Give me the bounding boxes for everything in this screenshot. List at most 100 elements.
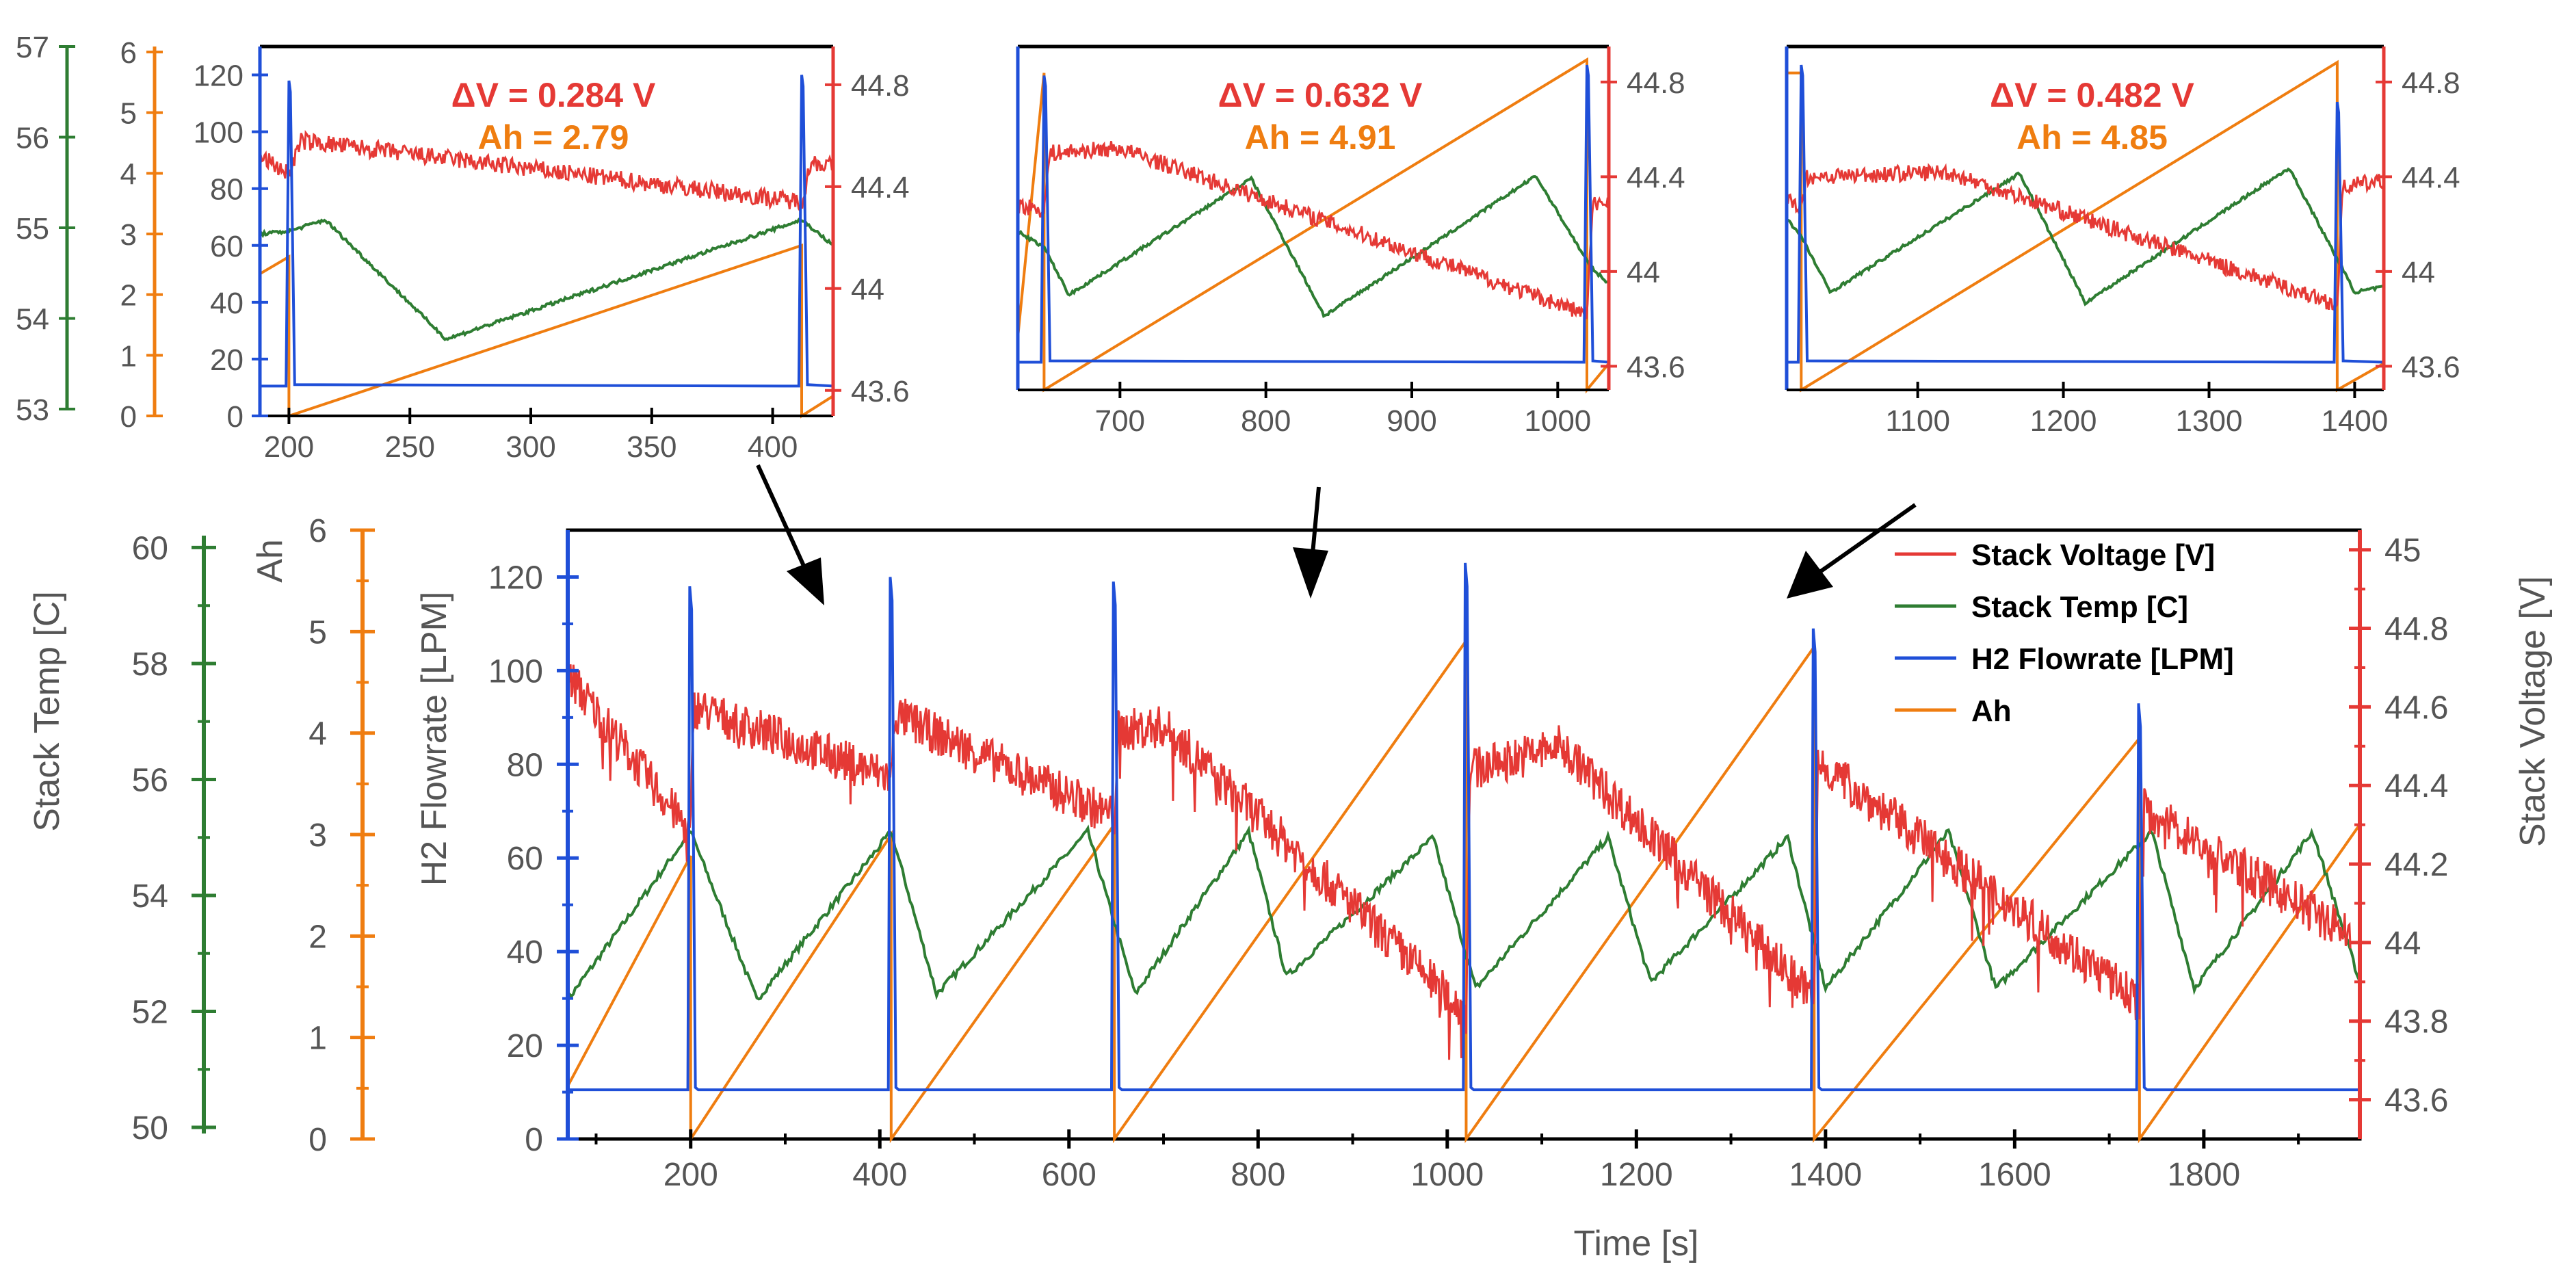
inset-flow-tick-label: 20 (210, 343, 244, 377)
ah-tick-label: 1 (308, 1021, 327, 1057)
inset-ah-label: Ah = 4.91 (1245, 118, 1396, 157)
inset-flow-tick-label: 40 (210, 287, 244, 320)
inset-flow-tick-label: 100 (194, 116, 244, 150)
inset-voltage-tick-label: 44 (2402, 256, 2435, 289)
ah-tick-label: 3 (308, 817, 327, 854)
inset-x-tick-label: 1400 (2321, 404, 2388, 438)
inset-x-tick-label: 200 (264, 430, 314, 464)
inset-charts: 0 20 40 60 80 100 120 43.6 44 44.4 44.8 200 250 300 35… (194, 44, 2460, 464)
inset-x-tick-label: 350 (627, 430, 676, 464)
inset-flow-tick-label: 60 (210, 230, 244, 263)
inset-voltage-tick-label: 43.6 (851, 375, 910, 408)
temp-axis-label: Stack Temp [C] (27, 591, 67, 832)
inset-x-tick-label: 250 (385, 430, 435, 464)
inset-2: 43.6 44 44.4 44.8 700 800 900 1000 ΔV = 0.632 V A… (1016, 44, 1685, 438)
main-axes-group: 200 400 600 800 1000 1200 1400 1600 180002040608… (132, 513, 2449, 1193)
ah-tick-label: 5 (308, 614, 327, 651)
inset-voltage-tick-label: 44 (851, 273, 884, 306)
flow-tick-label: 80 (507, 747, 543, 783)
voltage-series-line (567, 664, 2352, 1060)
x-tick-label: 400 (852, 1157, 907, 1193)
inset-flow-tick-label: 80 (210, 173, 244, 207)
flow-tick-label: 100 (488, 653, 543, 690)
inset-flow-line (260, 75, 834, 388)
inset-flow-line (1787, 64, 2384, 364)
inset-voltage-tick-label: 43.6 (2402, 350, 2460, 384)
inset-flow-tick-label: 0 (227, 400, 244, 434)
x-tick-label: 1600 (1978, 1157, 2051, 1193)
inset-temp-line (259, 218, 834, 341)
main-series-group (566, 562, 2361, 1144)
flow-series-line (568, 562, 2360, 1092)
inset-flow-line (1018, 64, 1609, 364)
temp-tick-label: 58 (132, 646, 168, 683)
legend-label: Stack Temp [C] (1971, 590, 2188, 624)
inset-1: 0 20 40 60 80 100 120 43.6 44 44.4 44.8 200 250 300 35… (194, 44, 910, 464)
x-tick-label: 600 (1042, 1157, 1096, 1193)
inset-flow-tick-label: 120 (194, 60, 244, 93)
ah-series-line (566, 636, 2361, 1144)
arrow-2-head (1293, 547, 1328, 599)
legend-label: Ah (1971, 694, 2012, 728)
main-chart: 200 400 600 800 1000 1200 1400 1600 180002040608… (27, 513, 2553, 1263)
ah-axis-label: Ah (250, 539, 290, 583)
inset-voltage-tick-label: 44.8 (851, 69, 910, 103)
inset-voltage-tick-label: 44 (1627, 256, 1660, 289)
voltage-tick-label: 43.6 (2384, 1083, 2448, 1119)
inset-temp-tick-label: 57 (16, 31, 49, 64)
inset-x-tick-label: 1100 (1885, 404, 1950, 438)
inset-ah-tick-label: 3 (120, 218, 137, 252)
arrow-2 (1310, 486, 1321, 562)
inset-x-tick-label: 700 (1095, 404, 1145, 438)
ah-tick-label: 6 (308, 513, 327, 549)
voltage-tick-label: 44.6 (2384, 690, 2448, 726)
temp-tick-label: 52 (132, 995, 168, 1031)
inset-x-tick-label: 1300 (2176, 404, 2243, 438)
inset-delta-v-label: ΔV = 0.632 V (1218, 76, 1423, 114)
inset-ah-tick-label: 1 (120, 339, 137, 373)
x-tick-label: 1400 (1789, 1157, 1862, 1193)
temp-tick-label: 60 (132, 530, 168, 566)
x-tick-label: 800 (1231, 1157, 1285, 1193)
inset-x-tick-label: 800 (1241, 404, 1291, 438)
inset-voltage-line (1785, 163, 2385, 311)
inset-ah-tick-label: 6 (120, 36, 137, 70)
flow-tick-label: 0 (525, 1122, 543, 1158)
inset-x-tick-label: 900 (1386, 404, 1436, 438)
inset-voltage-tick-label: 44.8 (2402, 66, 2460, 100)
voltage-tick-label: 44.2 (2384, 847, 2448, 883)
inset-temp-tick-label: 56 (16, 122, 49, 155)
inset-voltage-tick-label: 44.8 (1627, 66, 1685, 100)
inset-ah-tick-label: 0 (120, 400, 137, 434)
inset-temp-tick-label: 54 (16, 303, 49, 337)
inset-temp-line (1016, 174, 1607, 319)
x-tick-label: 1200 (1600, 1157, 1673, 1193)
inset-voltage-tick-label: 44.4 (2402, 161, 2460, 194)
inset-delta-v-label: ΔV = 0.482 V (1990, 76, 2194, 114)
x-tick-label: 1000 (1410, 1157, 1484, 1193)
voltage-tick-label: 45 (2384, 533, 2421, 569)
inset-temp-tick-label: 53 (16, 393, 49, 427)
voltage-tick-label: 44.8 (2384, 612, 2448, 648)
inset-ah-label: Ah = 2.79 (478, 118, 629, 157)
callout-arrows (756, 464, 1917, 605)
inset-temp-tick-label: 55 (16, 212, 49, 246)
legend-label: H2 Flowrate [LPM] (1971, 642, 2234, 676)
inset-ah-line (1787, 60, 2384, 393)
inset-voltage-line (1016, 141, 1610, 319)
voltage-tick-label: 43.8 (2384, 1004, 2448, 1040)
inset-3: 43.6 44 44.4 44.8 1100 1200 1300 1400 ΔV = 0.482… (1785, 44, 2460, 438)
flow-tick-label: 20 (507, 1028, 543, 1064)
legend: Stack Voltage [V] Stack Temp [C] H2 Flowra… (1895, 538, 2234, 728)
ah-tick-label: 0 (308, 1122, 327, 1158)
arrow-1-head (787, 558, 824, 605)
flow-axis-label: H2 Flowrate [LPM] (415, 592, 454, 887)
x-tick-label: 200 (663, 1157, 718, 1193)
inset-x-tick-label: 300 (505, 430, 555, 464)
inset-ah-tick-label: 4 (120, 157, 137, 191)
temp-tick-label: 56 (132, 762, 168, 798)
arrow-3-head (1787, 551, 1833, 599)
flow-tick-label: 40 (507, 934, 543, 971)
